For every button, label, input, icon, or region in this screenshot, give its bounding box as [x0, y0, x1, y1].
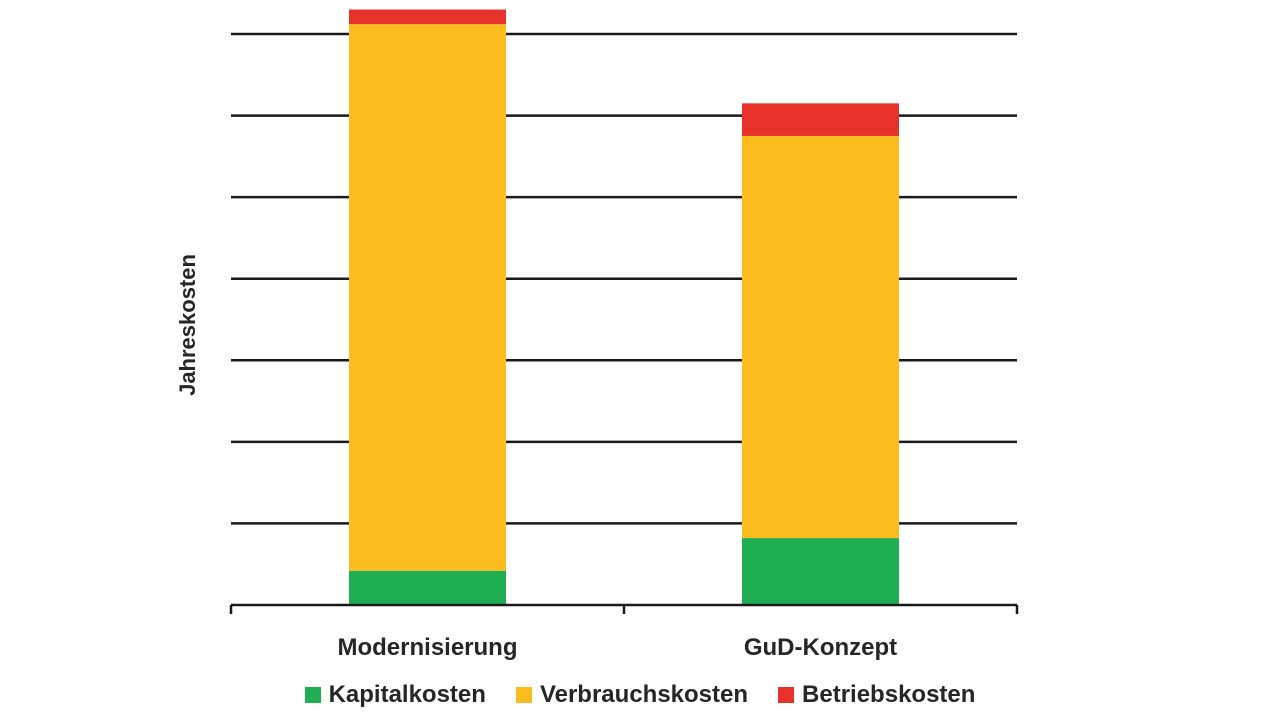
gridlines — [231, 32, 1017, 525]
legend-label: Kapitalkosten — [328, 681, 486, 708]
category-labels: Modernisierung GuD-Konzept — [337, 634, 897, 661]
bar-segment — [742, 103, 899, 136]
bar-segment — [742, 538, 899, 605]
legend: Kapitalkosten Verbrauchskosten Betriebskos… — [0, 681, 1280, 709]
legend-item: Verbrauchskosten — [515, 681, 749, 709]
stacked-bar-chart: Jahreskosten Modernisierung GuD-Konzept — [175, 9, 1019, 661]
bar-segment — [349, 570, 506, 605]
bar-segment — [349, 9, 506, 25]
legend-item: Kapitalkosten — [304, 681, 486, 709]
legend-swatch — [778, 687, 795, 703]
bar-segment — [349, 24, 506, 571]
category-label: GuD-Konzept — [744, 634, 897, 661]
x-axis — [229, 603, 1019, 614]
legend-swatch — [515, 687, 532, 703]
bars — [349, 9, 899, 605]
legend-label: Verbrauchskosten — [539, 681, 749, 708]
legend-swatch — [304, 687, 321, 703]
category-label: Modernisierung — [337, 634, 517, 661]
bar-segment — [742, 135, 899, 539]
y-axis-label: Jahreskosten — [175, 254, 200, 396]
legend-label: Betriebskosten — [802, 681, 976, 708]
legend-item: Betriebskosten — [778, 681, 975, 709]
